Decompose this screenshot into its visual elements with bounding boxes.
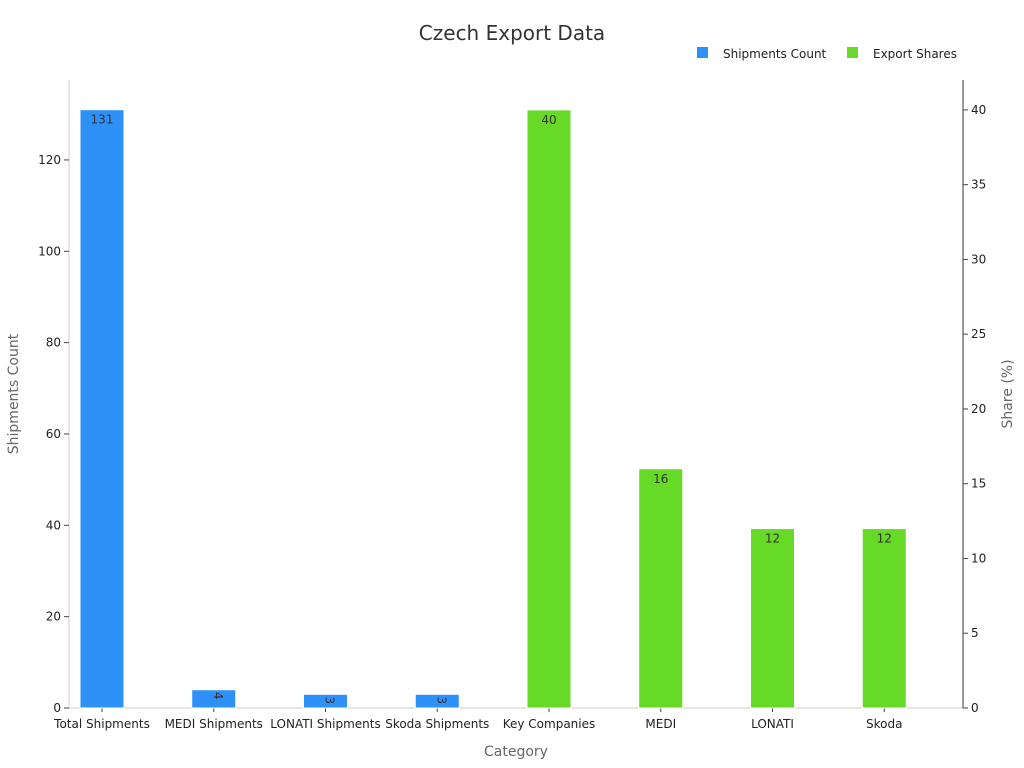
bar [861,528,907,709]
bar [638,468,684,709]
x-tick-label: Key Companies [503,717,596,731]
y-left-tick-label: 120 [38,153,61,167]
y-right-tick-label: 0 [971,701,979,715]
y-left-tick-label: 100 [38,244,61,258]
x-tick-label: Skoda Shipments [385,717,489,731]
chart-axes: 0 20 40 60 80 100 120 0 5 10 15 20 25 30 35 40 Total Shi… [38,80,986,731]
chart-title: Czech Export Data [419,21,605,45]
bar [414,693,460,709]
legend-label: Export Shares [873,47,957,61]
legend-swatch [847,47,858,58]
bar-value-label: 16 [653,472,668,486]
chart-bars [79,109,907,709]
y-axis-left-label: Shipments Count [6,333,22,454]
x-tick-label: LONATI [751,717,794,731]
bar [191,689,237,709]
y-left-tick-label: 80 [46,336,61,350]
y-right-tick-label: 20 [971,402,986,416]
y-left-tick-label: 40 [46,518,61,532]
bar-value-label: 12 [765,532,780,546]
y-right-tick-label: 10 [971,551,986,565]
bar [303,693,348,709]
x-tick-label: LONATI Shipments [270,717,380,731]
bar-value-label: 40 [541,113,556,127]
x-tick-label: Total Shipments [53,717,150,731]
bar-value-label: 12 [877,532,892,546]
bar [750,528,795,709]
legend-label: Shipments Count [723,47,827,61]
bar-value-label: 3 [323,696,337,704]
bar-value-label: 4 [211,692,225,700]
x-tick-label: MEDI Shipments [165,717,263,731]
y-left-tick-label: 20 [46,610,61,624]
chart-bar-labels: 131 4 3 3 40 16 12 12 [91,113,892,704]
y-right-tick-label: 40 [971,103,986,117]
bar-value-label: 131 [91,113,114,127]
y-left-tick-label: 60 [46,427,61,441]
x-tick-label: Skoda [866,717,902,731]
y-left-tick-label: 0 [53,701,61,715]
bar-value-label: 3 [434,696,448,704]
y-axis-right-label: Share (%) [1000,359,1016,428]
y-right-tick-label: 35 [971,178,986,192]
legend-swatch [697,47,708,58]
y-right-tick-label: 15 [971,477,986,491]
bar [79,109,125,709]
bar [526,109,572,709]
x-axis-label: Category [484,744,548,760]
y-right-tick-label: 30 [971,252,986,266]
x-tick-label: MEDI [645,717,676,731]
y-right-tick-label: 5 [971,626,979,640]
y-right-tick-label: 25 [971,327,986,341]
chart-legend: Shipments Count Export Shares [697,47,957,61]
